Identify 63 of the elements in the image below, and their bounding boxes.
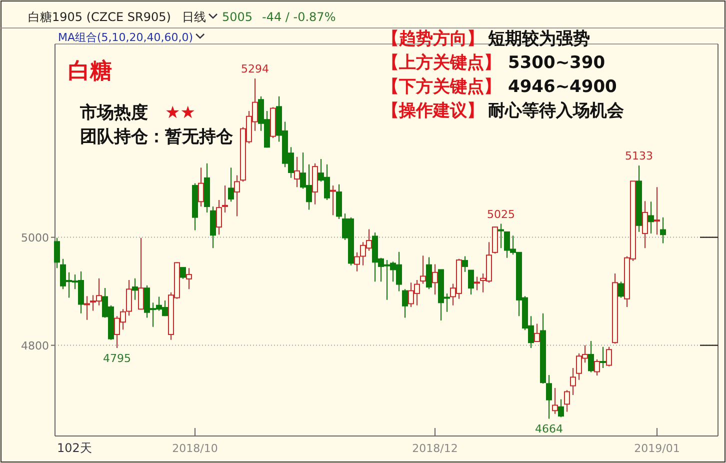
candlestick [588, 340, 594, 373]
annotation: 【操作建议】 [382, 101, 484, 121]
annotation: 4795 [103, 352, 131, 365]
y-tick-label: 4800 [21, 339, 49, 352]
candlestick [198, 167, 204, 208]
candlestick [606, 346, 612, 367]
candlestick [498, 223, 504, 249]
candlestick [186, 268, 192, 290]
annotation: MA组合(5,10,20,40,60,0) [58, 31, 194, 44]
candlestick [600, 346, 606, 368]
candlestick [534, 323, 540, 343]
candlestick [594, 358, 600, 376]
text: 白糖1905 (CZCE SR905) [28, 10, 171, 24]
candlestick [330, 184, 336, 216]
annotation: 【趋势方向】 [382, 29, 484, 49]
y-tick-label: 5000 [21, 231, 49, 244]
candlestick [648, 201, 654, 234]
text: 102天 [57, 441, 92, 455]
annotation: 4664 [535, 422, 563, 436]
candlestick [660, 216, 666, 244]
annotation: 5133 [625, 149, 653, 162]
annotation: 5025 [487, 208, 515, 221]
text: 日线 [182, 10, 206, 24]
annotation: 5300~390 [508, 53, 606, 73]
candlestick [462, 256, 468, 272]
candlestick [54, 237, 60, 269]
text: -44 / -0.87% [262, 10, 336, 24]
candlestick [138, 237, 144, 310]
candlestick [432, 264, 438, 296]
candlestick [216, 200, 222, 236]
x-tick-label: 2018/12 [412, 442, 458, 455]
candlestick [618, 281, 624, 298]
candlestick [222, 184, 228, 213]
candlestick [552, 387, 558, 414]
annotation: 【下方关键点】 [382, 77, 501, 97]
candlestick [642, 200, 648, 249]
candlestick [546, 374, 552, 420]
annotation: 4946~4900 [508, 77, 618, 97]
candlestick [228, 167, 234, 202]
candlestick [294, 156, 300, 188]
candlestick [558, 398, 564, 418]
candlestick [570, 367, 576, 396]
text: 白糖 [68, 59, 112, 84]
annotation: ★★ [165, 103, 196, 123]
candlestick [426, 256, 432, 290]
x-tick-label: 2019/01 [634, 442, 680, 455]
candlestick [468, 270, 474, 296]
annotation: 耐心等待入场机会 [488, 101, 625, 121]
annotation: 5294 [241, 62, 269, 76]
x-tick-label: 2018/10 [172, 442, 218, 455]
candlestick [234, 174, 240, 217]
annotation: 团队持仓：暂无持仓 [80, 127, 234, 147]
candlestick [654, 186, 660, 236]
annotation: 市场热度 [79, 103, 148, 123]
annotation: 短期较为强势 [487, 29, 590, 49]
candlestick [402, 288, 408, 318]
candlestick [564, 390, 570, 412]
candlestick [420, 255, 426, 284]
candlestick [474, 276, 480, 291]
text: 5005 [222, 10, 253, 24]
candlestick [132, 278, 138, 300]
candlestick [84, 296, 90, 320]
annotation: 【上方关键点】 [382, 53, 501, 73]
